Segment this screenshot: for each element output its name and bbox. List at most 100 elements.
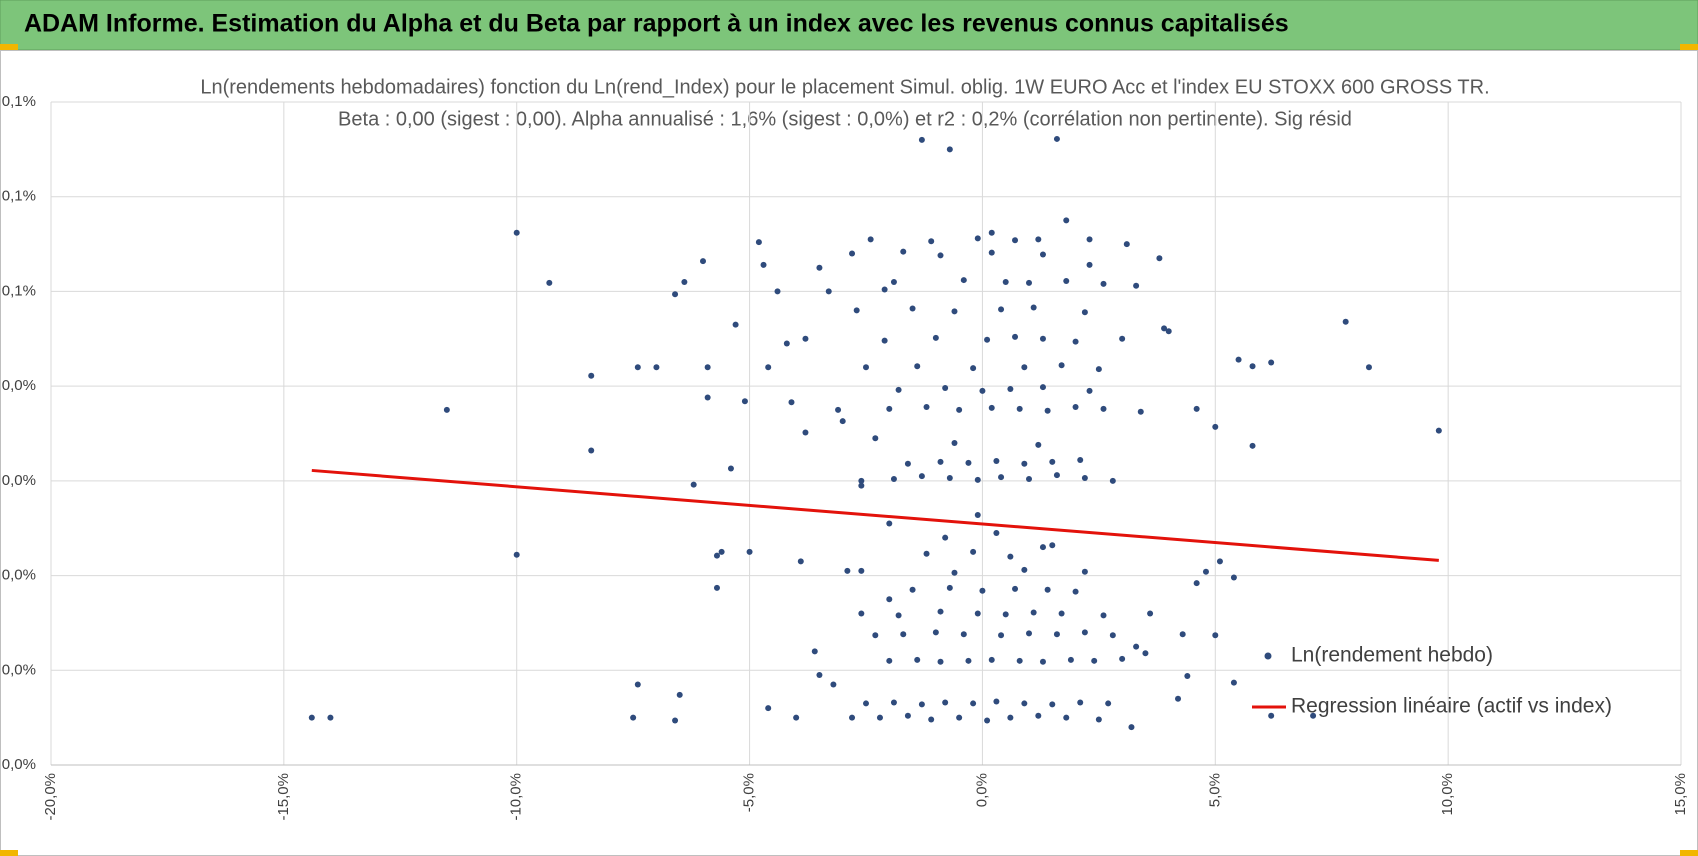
point bbox=[765, 705, 772, 712]
point bbox=[1030, 609, 1037, 616]
point bbox=[630, 714, 637, 721]
point bbox=[1077, 457, 1084, 464]
y-tick-label: 0,0% bbox=[2, 377, 36, 394]
x-tick-label: -20,0% bbox=[42, 773, 59, 821]
point bbox=[1230, 679, 1237, 686]
point bbox=[676, 691, 683, 698]
point bbox=[1156, 255, 1163, 262]
point bbox=[1310, 712, 1317, 719]
point bbox=[1435, 427, 1442, 434]
point bbox=[1039, 658, 1046, 665]
point bbox=[960, 277, 967, 284]
point bbox=[881, 286, 888, 293]
point bbox=[1175, 695, 1182, 702]
point bbox=[1039, 335, 1046, 342]
point bbox=[886, 405, 893, 412]
point bbox=[653, 364, 660, 371]
point bbox=[946, 475, 953, 482]
point bbox=[1007, 553, 1014, 560]
x-tick-label: 15,0% bbox=[1672, 773, 1689, 816]
point bbox=[1016, 657, 1023, 664]
corner bbox=[1680, 44, 1698, 50]
point bbox=[1077, 699, 1084, 706]
point bbox=[1100, 405, 1107, 412]
point bbox=[718, 548, 725, 555]
point bbox=[932, 334, 939, 341]
x-tick-label: -10,0% bbox=[508, 773, 525, 821]
point bbox=[634, 681, 641, 688]
point bbox=[872, 435, 879, 442]
point bbox=[974, 511, 981, 518]
point bbox=[1086, 387, 1093, 394]
point bbox=[970, 700, 977, 707]
point bbox=[890, 475, 897, 482]
point bbox=[956, 714, 963, 721]
point bbox=[1249, 363, 1256, 370]
point bbox=[918, 136, 925, 143]
point bbox=[1147, 610, 1154, 617]
point bbox=[965, 657, 972, 664]
point bbox=[895, 612, 902, 619]
corner bbox=[0, 850, 18, 856]
point bbox=[1128, 724, 1135, 731]
point bbox=[974, 476, 981, 483]
point bbox=[830, 681, 837, 688]
point bbox=[308, 714, 315, 721]
point bbox=[998, 474, 1005, 481]
point bbox=[1058, 610, 1065, 617]
point bbox=[1053, 472, 1060, 479]
point bbox=[672, 717, 679, 724]
point bbox=[1091, 657, 1098, 664]
legend-label: Regression linéaire (actif vs index) bbox=[1291, 695, 1612, 718]
point bbox=[816, 672, 823, 679]
point bbox=[1035, 236, 1042, 243]
point bbox=[746, 548, 753, 555]
point bbox=[1081, 309, 1088, 316]
point bbox=[1123, 241, 1130, 248]
point bbox=[974, 610, 981, 617]
point bbox=[1212, 423, 1219, 430]
header-title: ADAM Informe. Estimation du Alpha et du … bbox=[24, 10, 1289, 38]
point bbox=[1212, 632, 1219, 639]
point bbox=[1063, 278, 1070, 285]
point bbox=[443, 406, 450, 413]
point bbox=[1095, 716, 1102, 723]
point bbox=[1109, 477, 1116, 484]
point bbox=[849, 250, 856, 257]
point bbox=[1086, 261, 1093, 268]
y-tick-label: 0,1% bbox=[2, 282, 36, 299]
point bbox=[858, 567, 865, 574]
point bbox=[741, 398, 748, 405]
point bbox=[713, 584, 720, 591]
point bbox=[1026, 279, 1032, 286]
point bbox=[1216, 558, 1223, 565]
point bbox=[1235, 356, 1242, 363]
point bbox=[960, 631, 967, 638]
point bbox=[1002, 278, 1009, 285]
point bbox=[993, 529, 1000, 536]
point bbox=[1026, 630, 1032, 637]
point bbox=[1063, 714, 1070, 721]
point bbox=[1016, 405, 1023, 412]
point bbox=[1012, 585, 1019, 592]
point bbox=[588, 447, 595, 454]
point bbox=[793, 714, 800, 721]
point bbox=[1067, 656, 1074, 663]
point bbox=[1268, 712, 1275, 719]
point bbox=[1081, 568, 1088, 575]
point bbox=[1179, 631, 1186, 638]
point bbox=[909, 305, 916, 312]
point bbox=[904, 460, 911, 467]
point bbox=[1021, 566, 1028, 573]
point bbox=[956, 406, 963, 413]
point bbox=[1039, 384, 1046, 391]
point bbox=[1049, 701, 1056, 708]
point bbox=[1035, 712, 1042, 719]
point bbox=[951, 308, 958, 315]
point bbox=[546, 279, 553, 286]
point bbox=[863, 364, 869, 371]
point bbox=[890, 278, 897, 285]
x-tick-label: 5,0% bbox=[1206, 773, 1223, 807]
point bbox=[914, 656, 921, 663]
x-tick-label: 10,0% bbox=[1439, 773, 1456, 816]
